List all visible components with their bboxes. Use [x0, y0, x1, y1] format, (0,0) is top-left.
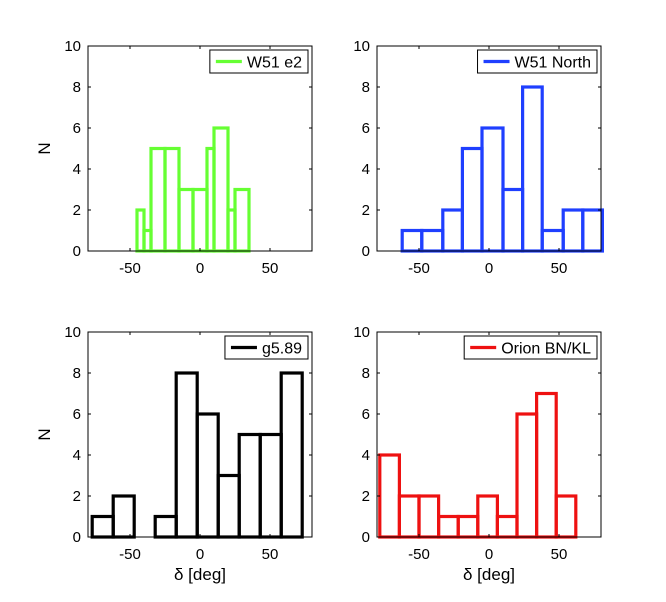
y-tick-label: 8 — [73, 79, 81, 96]
y-tick-label: 10 — [353, 324, 370, 341]
legend: W51 North — [477, 49, 598, 74]
histogram-bar — [191, 187, 209, 253]
histogram-bar — [111, 494, 136, 539]
histogram-bar — [495, 514, 519, 539]
histogram-bar — [456, 514, 480, 539]
x-tick-label: 50 — [551, 260, 568, 277]
chart-panel-4: 0 2 4 6 8 10 -50 0 50 δ [deg] Orion BN/KL — [353, 324, 602, 584]
axes-box — [87, 45, 313, 252]
histogram-bar — [397, 494, 421, 539]
legend-label: W51 e2 — [247, 55, 302, 72]
legend-label: Orion BN/KL — [501, 341, 591, 358]
y-tick-label: 8 — [73, 365, 81, 382]
histogram-bar — [441, 208, 464, 253]
histogram-bar — [174, 371, 199, 539]
histogram-bar — [163, 146, 181, 253]
histogram-bar — [480, 126, 505, 253]
x-tick-label: 50 — [262, 260, 279, 277]
x-tick-label: 0 — [196, 546, 204, 563]
y-tick-label: 4 — [73, 161, 81, 178]
histogram-bar — [520, 85, 544, 253]
x-tick-label: -50 — [119, 260, 141, 277]
histogram-bar — [153, 514, 178, 539]
axes-box — [376, 331, 602, 538]
y-tick-label: 10 — [353, 38, 370, 55]
histogram-bar — [216, 473, 241, 539]
histogram-bar — [212, 126, 230, 253]
legend-box — [477, 49, 598, 74]
histogram-bar — [561, 208, 585, 253]
x-tick-label: 50 — [262, 546, 279, 563]
y-tick-label: 6 — [362, 120, 370, 137]
legend-label: g5.89 — [262, 341, 302, 358]
histogram-bar — [258, 432, 283, 539]
y-tick-label: 4 — [362, 161, 370, 178]
x-axis-label: δ [deg] — [174, 565, 226, 584]
y-tick-label: 10 — [64, 38, 81, 55]
x-axis-label: δ [deg] — [463, 565, 515, 584]
y-tick-label: 8 — [362, 79, 370, 96]
histogram-bar — [177, 187, 195, 253]
y-tick-label: 0 — [362, 529, 370, 546]
y-tick-label: 2 — [73, 202, 81, 219]
legend-label: W51 North — [515, 55, 591, 72]
histogram-bar — [460, 146, 484, 253]
x-tick-label: -50 — [408, 546, 430, 563]
x-tick-label: -50 — [119, 546, 141, 563]
histogram-bar — [581, 208, 604, 253]
histogram-bar — [90, 514, 115, 539]
y-axis-label: N — [35, 142, 54, 154]
y-tick-label: 2 — [362, 202, 370, 219]
y-tick-label: 4 — [73, 447, 81, 464]
histogram-bar — [400, 228, 424, 253]
histogram-bar — [515, 412, 539, 539]
chart-panel-3: 0 2 4 6 8 10 -50 0 50 Nδ [deg] g5.89 — [35, 324, 313, 584]
histogram-bar — [534, 391, 558, 539]
histogram-bar — [233, 187, 251, 253]
x-tick-label: 0 — [485, 260, 493, 277]
axes-box — [376, 45, 602, 252]
y-tick-label: 6 — [73, 120, 81, 137]
y-tick-label: 8 — [362, 365, 370, 382]
y-tick-label: 0 — [73, 243, 81, 260]
legend: W51 e2 — [209, 49, 309, 74]
histogram-bar — [554, 494, 578, 539]
y-tick-label: 2 — [362, 488, 370, 505]
histogram-bar — [437, 514, 460, 539]
legend-box — [224, 335, 309, 360]
histogram-bar — [279, 371, 304, 539]
x-tick-label: 0 — [485, 546, 493, 563]
x-tick-label: 50 — [551, 546, 568, 563]
y-tick-label: 6 — [362, 406, 370, 423]
y-axis-label: N — [35, 428, 54, 440]
histogram-bar — [501, 187, 525, 253]
x-tick-label: 0 — [196, 260, 204, 277]
y-tick-label: 10 — [64, 324, 81, 341]
histogram-bar — [420, 228, 445, 253]
legend-box — [463, 335, 598, 360]
y-tick-label: 0 — [362, 243, 370, 260]
chart-panel-2: 0 2 4 6 8 10 -50 0 50 W51 North — [353, 38, 604, 277]
legend-box — [209, 49, 309, 74]
legend: g5.89 — [224, 335, 309, 360]
y-tick-label: 2 — [73, 488, 81, 505]
histogram-bar — [476, 494, 499, 539]
chart-panel-1: 0 2 4 6 8 10 -50 0 50 N W51 e2 — [35, 38, 313, 277]
histogram-bar — [417, 494, 441, 539]
histogram-bar — [540, 228, 565, 253]
histogram-bar — [378, 453, 401, 539]
x-tick-label: -50 — [408, 260, 430, 277]
y-tick-label: 0 — [73, 529, 81, 546]
y-tick-label: 4 — [362, 447, 370, 464]
histogram-bar — [149, 146, 167, 253]
histogram-bar — [195, 412, 220, 539]
y-tick-label: 6 — [73, 406, 81, 423]
histogram-bar — [237, 432, 262, 539]
legend: Orion BN/KL — [463, 335, 598, 360]
